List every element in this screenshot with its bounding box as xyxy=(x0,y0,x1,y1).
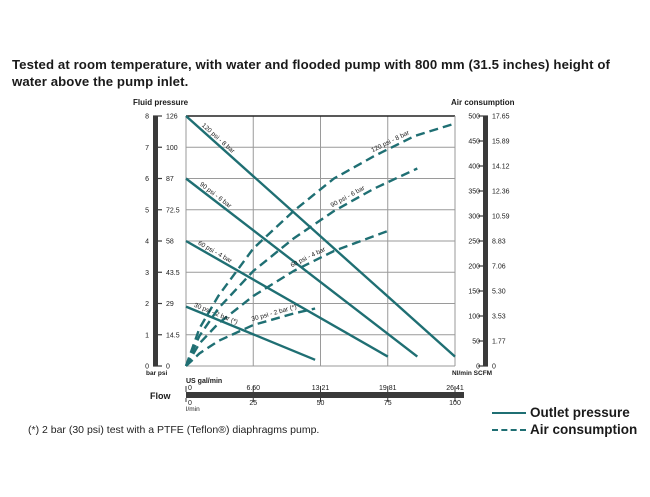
legend-solid-line xyxy=(492,412,526,414)
footnote: (*) 2 bar (30 psi) test with a PTFE (Tef… xyxy=(28,424,320,436)
right-axis-nlmin-tick-label: 0 xyxy=(476,364,480,371)
left-axis-title: Fluid pressure xyxy=(133,98,189,107)
x-axis-title: Flow xyxy=(150,391,171,401)
right-axis-scfm-tick-label: 5.30 xyxy=(492,289,506,296)
left-axis-bar-tick-label: 5 xyxy=(145,207,149,214)
right-axis-nlmin-tick-label: 500 xyxy=(468,114,480,121)
outlet-series-label-0: 120 psi - 8 bar xyxy=(200,122,236,155)
right-axis-nlmin-tick-label: 250 xyxy=(468,239,480,246)
x-axis-lmin-tick-label: 100 xyxy=(449,400,461,407)
right-axis-scfm-tick-label: 12.36 xyxy=(492,189,510,196)
outlet-series-label-2: 60 psi - 4 bar xyxy=(197,240,234,265)
right-axis-nlmin-tick-label: 400 xyxy=(468,164,480,171)
left-axis-bar-tick-label: 1 xyxy=(145,332,149,339)
right-axis-nlmin-tick-label: 150 xyxy=(468,289,480,296)
right-axis-nlmin-tick-label: 450 xyxy=(468,139,480,146)
x-axis-usgal-tick-label: 26.41 xyxy=(446,385,464,392)
page-heading: Tested at room temperature, with water a… xyxy=(12,57,610,89)
x-axis-lmin-tick-label: 25 xyxy=(249,400,257,407)
outlet-pressure-curve-2 xyxy=(185,239,389,358)
outlet-pressure-curve-1 xyxy=(185,177,419,358)
x-axis-lmin-tick-label: 75 xyxy=(384,400,392,407)
x-axis-lmin-tick-label: 0 xyxy=(188,400,192,407)
chart-series xyxy=(184,115,456,367)
left-axis-psi-tick-label: 14.5 xyxy=(166,332,180,339)
right-axis-nlmin-tick-label: 50 xyxy=(472,339,480,346)
x-axis-usgal-tick-label: 0 xyxy=(188,385,192,392)
legend-outlet-label: Outlet pressure xyxy=(530,405,630,420)
x-axis-usgal-tick-label: 13.21 xyxy=(312,385,330,392)
outlet-pressure-curve-0 xyxy=(185,115,456,358)
right-axis-scfm-tick-label: 14.12 xyxy=(492,164,510,171)
x-axis-usgal-label: US gal/min xyxy=(186,378,222,385)
left-axis-psi-tick-label: 58 xyxy=(166,239,174,246)
right-axis-nlmin-tick-label: 350 xyxy=(468,189,480,196)
x-axis-usgal-tick-label: 19.81 xyxy=(379,385,397,392)
right-axis: Air consumption 0 0 50 1.77 100 3.53 150 5.30 200… xyxy=(451,98,515,377)
x-axis-usgal-tick-label: 6.60 xyxy=(246,385,260,392)
right-axis-scfm-tick-label: 0 xyxy=(492,364,496,371)
left-axis-psi-tick-label: 87 xyxy=(166,176,174,183)
air-consumption-curve-2 xyxy=(184,229,389,367)
air-consumption-curve-3 xyxy=(185,307,316,367)
left-axis-bar-tick-label: 8 xyxy=(145,114,149,121)
left-axis-psi-tick-label: 72.5 xyxy=(166,207,180,214)
left-axis-units: bar psi xyxy=(146,370,168,377)
left-axis-psi-tick-label: 0 xyxy=(166,364,170,371)
left-axis-bar-tick-label: 0 xyxy=(145,364,149,371)
left-axis-psi-tick-label: 100 xyxy=(166,145,178,152)
left-axis-psi-tick-label: 126 xyxy=(166,114,178,121)
right-axis-scfm-tick-label: 1.77 xyxy=(492,339,506,346)
x-axis-lmin-tick-label: 50 xyxy=(317,400,325,407)
right-axis-units: Nl/min SCFM xyxy=(452,370,492,377)
outlet-series-label-1: 90 psi - 6 bar xyxy=(198,181,233,210)
right-axis-scfm-tick-label: 3.53 xyxy=(492,314,506,321)
x-axis-bar xyxy=(186,392,464,398)
right-axis-scfm-tick-label: 10.59 xyxy=(492,214,510,221)
left-axis-bar-tick-label: 3 xyxy=(145,270,149,277)
left-axis-psi-tick-label: 43.5 xyxy=(166,270,180,277)
right-axis-nlmin-tick-label: 100 xyxy=(468,314,480,321)
left-axis-bar-tick-label: 6 xyxy=(145,176,149,183)
left-axis-bar-tick-label: 2 xyxy=(145,301,149,308)
right-axis-nlmin-tick-label: 300 xyxy=(468,214,480,221)
right-axis-scfm-tick-label: 8.83 xyxy=(492,239,506,246)
legend-dashed-line xyxy=(492,429,526,431)
chart-grid xyxy=(185,115,456,367)
legend-air-label: Air consumption xyxy=(530,422,638,437)
right-axis-title: Air consumption xyxy=(451,98,515,107)
x-axis-lmin-label: l/min xyxy=(186,406,200,413)
left-axis-bar-tick-label: 7 xyxy=(145,145,149,152)
right-axis-scfm-tick-label: 7.06 xyxy=(492,264,506,271)
right-axis-nlmin-tick-label: 200 xyxy=(468,264,480,271)
left-axis-psi-tick-label: 29 xyxy=(166,301,174,308)
outlet-pressure-curve-3 xyxy=(185,305,316,361)
left-axis-bar-tick-label: 4 xyxy=(145,239,149,246)
air-series-label-1: 90 psi - 6 bar xyxy=(330,184,367,209)
right-axis-scfm-tick-label: 15.89 xyxy=(492,139,510,146)
right-axis-scfm-tick-label: 17.65 xyxy=(492,114,510,121)
air-consumption-curve-1 xyxy=(184,167,418,367)
